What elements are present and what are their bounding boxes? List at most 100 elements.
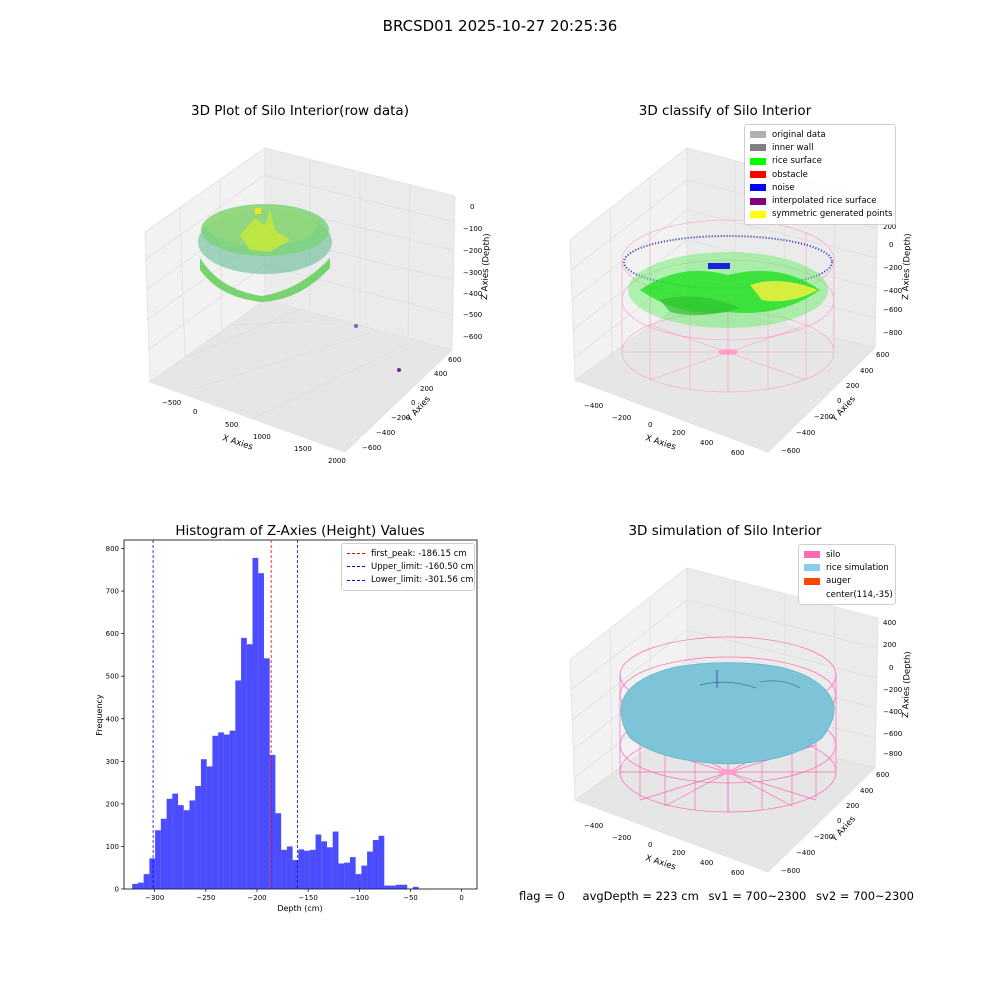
y-axis-label: Y Axies [829,814,858,845]
y-tick-label: 0 [115,886,119,894]
y-tick-label: 200 [106,800,119,808]
x-tick: 200 [672,849,685,857]
z-tick: 400 [883,619,896,627]
raw-3d-plot: −500 0 500 1000 1500 2000 600 400 200 0 … [144,147,492,465]
z-tick: −600 [883,730,902,738]
histogram-bar [390,885,396,889]
x-tick-label: −300 [145,894,164,902]
histogram-bar [275,813,282,889]
histogram-bar [235,680,242,889]
raw-point-cloud [198,204,401,372]
histogram-bar [258,573,264,889]
legend-entry: symmetric generated points [750,208,893,221]
histogram-bar [355,874,362,889]
histogram-bar [349,857,356,889]
simulation-legend: silo rice simulation auger center(114,-3… [798,544,896,606]
y-tick: 200 [420,385,433,393]
y-tick: −600 [781,447,800,455]
histogram-bar [367,851,373,889]
histogram-bar [241,637,247,889]
histogram-bar [344,862,350,889]
y-tick-label: 300 [106,758,119,766]
y-tick: 600 [876,771,889,779]
y-tick: 0 [837,397,841,405]
legend-entry: Lower_limit: -301.56 cm [347,574,473,587]
x-tick: 400 [700,859,713,867]
z-tick: −400 [883,287,902,295]
legend-label: original data [772,129,826,140]
z-tick: 0 [889,664,893,672]
x-tick: −500 [162,399,181,407]
z-tick: −200 [883,686,902,694]
avg-depth-text: avgDepth = 223 cm [582,889,699,903]
z-tick: −300 [463,269,482,277]
simulation-axis-ticks: −400 −200 0 200 400 600 600 400 200 0 −2… [584,619,902,877]
y-tick: −200 [391,414,410,422]
legend-swatch [750,157,766,165]
legend-swatch [750,144,766,152]
y-tick: 0 [837,817,841,825]
legend-label: obstacle [772,169,808,180]
legend-label: noise [772,182,795,193]
y-tick: −400 [796,849,815,857]
histogram-bar [286,846,293,889]
z-tick: −200 [883,264,902,272]
legend-label: center(114,-35) [826,589,893,600]
simulation-3d-plot: −400 −200 0 200 400 600 600 400 200 0 −2… [569,567,913,877]
histogram-bar [372,840,379,889]
histogram-bar [315,834,322,889]
histogram-bar [252,557,259,889]
legend-entry: auger [804,575,890,588]
legend-entry: Upper_limit: -160.50 cm [347,560,474,573]
histogram-bar [298,849,305,889]
histogram-bar [183,810,190,889]
histogram-bar [246,644,253,889]
classify-axis-ticks: −400 −200 0 200 400 600 600 400 200 0 −2… [584,223,902,457]
sv2-text: sv2 = 700~2300 [816,889,914,903]
legend-swatch [750,197,766,205]
x-tick-label: −50 [403,894,418,902]
x-tick: 0 [648,421,652,429]
rice-simulation-surface [620,662,835,775]
legend-swatch [347,566,365,568]
y-tick: 400 [860,367,873,375]
legend-entry: noise [750,181,890,194]
histogram-bar [309,849,316,889]
y-tick: −200 [814,833,833,841]
z-tick: −100 [463,225,482,233]
x-tick: 2000 [328,457,346,465]
y-tick-label: 100 [106,843,119,851]
histogram-bar [132,883,138,889]
z-tick: −800 [883,329,902,337]
legend-swatch [804,551,820,559]
z-tick: 0 [470,203,474,211]
histogram-bar [223,734,230,889]
histogram-bar [178,805,184,889]
z-tick: −600 [883,306,902,314]
histogram-bar [327,847,333,889]
y-tick-label: 400 [106,715,119,723]
legend-swatch [347,553,365,555]
legend-entry: obstacle [750,168,890,181]
x-tick: 600 [731,449,744,457]
histogram-bar [229,730,236,889]
histogram-bar [149,858,156,889]
y-tick: −200 [814,413,833,421]
x-tick-label: −100 [350,894,369,902]
histogram-bar [155,830,161,889]
y-tick: 600 [448,356,461,364]
y-tick: 400 [860,787,873,795]
histogram-title: Histogram of Z-Axies (Height) Values [175,523,425,539]
histogram-bar [292,860,299,889]
legend-swatch [347,579,365,581]
x-tick: −400 [584,402,603,410]
x-tick-label: −200 [247,894,266,902]
x-tick: 200 [672,429,685,437]
histogram-bar [160,818,167,889]
y-tick-label: 800 [106,545,119,553]
x-tick-label: −150 [299,894,318,902]
y-tick: 200 [846,382,859,390]
legend-entry: interpolated rice surface [750,194,890,207]
histogram-bar [200,759,207,889]
histogram-legend: first_peak: -186.15 cm Upper_limit: -160… [341,543,475,591]
